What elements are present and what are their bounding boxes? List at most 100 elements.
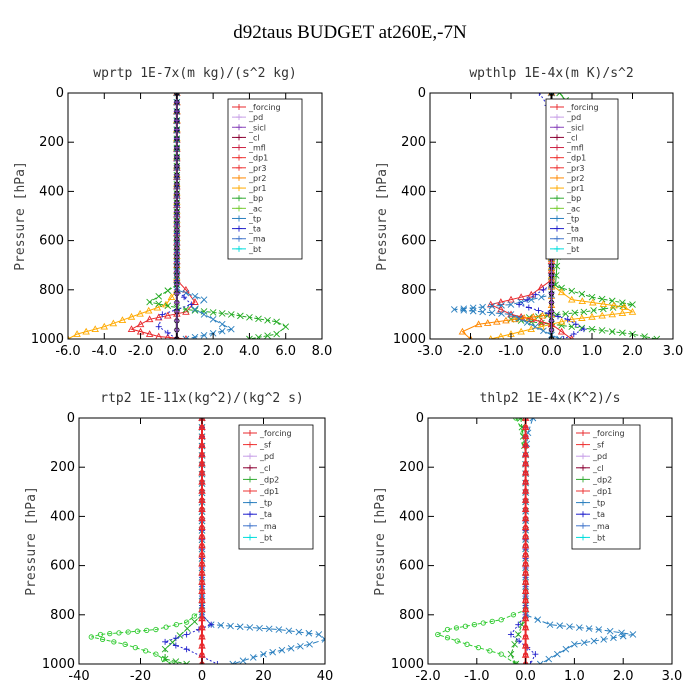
legend: _forcing_pd_sicl_cl_mfl_dp1_pr3_pr2_pr1_… xyxy=(227,98,303,260)
series-dp2-point xyxy=(161,655,169,663)
series-bp-point xyxy=(629,301,636,308)
series-tp-point xyxy=(246,624,254,631)
series-tp-point xyxy=(469,307,477,315)
series-tp-point xyxy=(191,293,199,300)
y-tick-label: 800 xyxy=(50,608,75,623)
series-tp-point xyxy=(556,622,564,629)
series-pr1-point xyxy=(567,295,576,303)
panel-title: rtp2 1E-11x(kg^2)/(kg^2 s) xyxy=(100,391,304,406)
series-ta-line xyxy=(163,418,218,664)
series-dp1-point xyxy=(453,625,460,631)
series-tp-point xyxy=(498,302,505,309)
x-tick-label: 3.0 xyxy=(662,669,683,684)
series-tp-point xyxy=(562,645,570,653)
series-dp1-point xyxy=(480,620,486,626)
x-tick-label: -1.0 xyxy=(498,344,523,359)
series-tp-point xyxy=(515,315,523,322)
series-dp1-point xyxy=(462,623,469,629)
series-tp-point xyxy=(619,632,627,640)
legend-label: _ta xyxy=(248,225,261,234)
series-sf-point xyxy=(198,578,206,585)
series-ta-point xyxy=(554,313,561,320)
series-tp-point xyxy=(287,644,295,652)
series-dp2-point xyxy=(161,645,169,653)
y-tick-label: 800 xyxy=(399,608,424,623)
series-dp1-point xyxy=(513,418,519,421)
y-tick-label: 200 xyxy=(399,460,424,475)
series-tp-point xyxy=(556,335,563,339)
series-bp-point xyxy=(571,309,579,317)
legend-label: _forcing xyxy=(248,103,281,112)
series-tp-point xyxy=(606,627,614,635)
legend-label: _pr1 xyxy=(248,184,266,193)
x-tick-label: 2.0 xyxy=(613,669,634,684)
series-tp-point xyxy=(548,93,555,97)
legend-marker xyxy=(236,124,242,131)
legend-label: _bp xyxy=(248,194,263,203)
legend-label: _cl xyxy=(259,464,271,473)
series-tp-point xyxy=(629,631,637,638)
series-sf-point xyxy=(198,641,206,649)
series-bp-point xyxy=(273,330,280,338)
legend-label: _sf xyxy=(592,441,604,450)
series-sf-point xyxy=(198,523,206,531)
series-ta-point xyxy=(532,291,539,298)
series-tp-point xyxy=(590,637,598,645)
series-ta-point xyxy=(564,316,571,323)
series-dp1-line xyxy=(436,418,527,664)
series-bp-point xyxy=(155,293,163,300)
series-pr3-point xyxy=(182,285,190,293)
series-bp-point xyxy=(653,335,661,339)
legend-label: _mfl xyxy=(566,144,584,153)
legend-marker xyxy=(580,511,586,518)
series-bp-point xyxy=(590,307,597,314)
series-tp-point xyxy=(507,311,515,318)
legend-label: _sicl xyxy=(566,123,584,132)
series-ac-point xyxy=(556,93,563,97)
series-tp-point xyxy=(618,629,625,637)
series-sicl-point xyxy=(548,299,555,306)
series-tp-point xyxy=(488,302,496,310)
x-tick-label: -4.0 xyxy=(92,344,117,359)
series-tp-point xyxy=(488,309,496,317)
series-ta-point xyxy=(183,631,190,638)
series-sf-point xyxy=(198,650,206,658)
legend-label: _pr2 xyxy=(248,174,266,183)
series-sf-point xyxy=(198,441,206,449)
legend-marker xyxy=(554,245,560,252)
series-dp1-point xyxy=(435,631,441,638)
series-tp-point xyxy=(305,629,313,637)
series-bp-point xyxy=(164,287,172,294)
series-tp-point xyxy=(527,296,535,303)
series-sf-point xyxy=(521,541,530,549)
legend-label: _mfl xyxy=(248,144,266,153)
series-pr1-point xyxy=(127,312,136,320)
series-ta-point xyxy=(535,307,542,314)
legend-marker xyxy=(236,144,242,151)
series-pr1-point xyxy=(598,311,606,319)
series-tp-point xyxy=(600,636,607,643)
series-dp1-point xyxy=(116,630,122,636)
series-dp2-point xyxy=(511,641,518,648)
series-dp2-line xyxy=(164,418,203,664)
series-pr1-point xyxy=(557,288,566,296)
legend-label: _pd xyxy=(248,113,263,122)
series-pr3-point xyxy=(182,308,190,315)
legend-label: _ac xyxy=(566,204,580,213)
series-pr1-point xyxy=(628,308,637,315)
series-ta-point xyxy=(560,336,567,339)
series-bp-point xyxy=(264,332,271,339)
series-dp1-point xyxy=(134,628,141,634)
legend-marker xyxy=(236,205,242,212)
series-ta-point xyxy=(540,286,547,293)
series-ta-point xyxy=(188,301,195,308)
series-ta-point xyxy=(524,296,531,303)
series-dp1-point xyxy=(183,619,190,625)
legend-label: _dp1 xyxy=(566,154,586,163)
series-bp-point xyxy=(598,327,606,334)
series-ta-point xyxy=(516,301,523,308)
y-axis-label: Pressure [hPa] xyxy=(375,161,390,271)
series-dp1-line xyxy=(91,418,203,664)
series-sf-point xyxy=(198,432,206,440)
legend-marker xyxy=(580,499,586,506)
